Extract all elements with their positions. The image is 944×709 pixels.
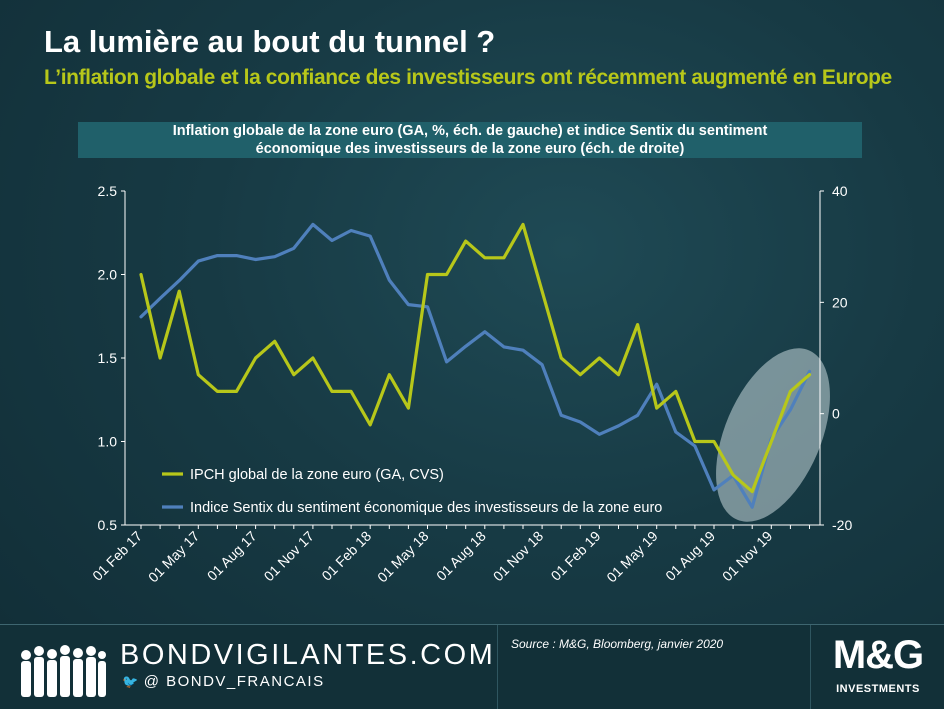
mg-logo-text: M&G <box>832 633 924 677</box>
page-title: La lumière au bout du tunnel ? <box>44 24 496 59</box>
y-right-tick-label: 20 <box>832 294 848 310</box>
y-left-tick-label: 1.5 <box>98 350 118 366</box>
series-line-sentix <box>139 222 812 509</box>
page-subtitle: L’inflation globale et la confiance des … <box>44 66 892 89</box>
y-right-tick-label: -20 <box>832 517 852 533</box>
x-tick-label: 01 Feb 19 <box>548 528 604 584</box>
y-left-tick-label: 2.5 <box>98 183 118 199</box>
x-tick-label: 01 Nov 19 <box>719 528 776 585</box>
twitter-handle: 🐦 @ BONDV_FRANCAIS <box>122 673 325 690</box>
y-right-tick-label: 40 <box>832 183 848 199</box>
series-line-inflation <box>139 222 812 494</box>
x-tick-label: 01 May 17 <box>145 528 203 586</box>
x-tick-label: 01 Nov 17 <box>261 528 318 585</box>
y-left-tick-label: 2.0 <box>98 267 118 283</box>
x-tick-label: 01 Aug 19 <box>662 528 718 584</box>
x-tick-label: 01 May 19 <box>603 528 661 586</box>
footer: BONDVIGILANTES.COM 🐦 @ BONDV_FRANCAIS Sou… <box>0 624 944 709</box>
legend-label: IPCH global de la zone euro (GA, CVS) <box>190 467 444 483</box>
footer-divider-2 <box>810 625 811 709</box>
brand-name: BONDVIGILANTES.COM <box>120 639 496 671</box>
y-left-tick-label: 0.5 <box>98 517 118 533</box>
x-tick-label: 01 Aug 18 <box>433 528 489 584</box>
y-right-tick-label: 0 <box>832 406 840 422</box>
footer-divider <box>497 625 498 709</box>
y-left-tick-label: 1.0 <box>98 434 118 450</box>
chart-legend: IPCH global de la zone euro (GA, CVS) Ind… <box>162 467 662 516</box>
x-tick-label: 01 Aug 17 <box>204 528 260 584</box>
x-tick-label: 01 May 18 <box>374 528 432 586</box>
chart-title-line-2: économique des investisseurs de la zone … <box>255 141 685 157</box>
x-tick-label: 01 Feb 18 <box>318 528 374 584</box>
legend-label: Indice Sentix du sentiment économique de… <box>190 500 662 516</box>
people-silhouettes-icon <box>21 645 106 697</box>
source-note: Source : M&G, Bloomberg, janvier 2020 <box>511 637 724 651</box>
x-tick-label: 01 Nov 18 <box>490 528 547 585</box>
series-layer <box>139 222 812 509</box>
mg-logo: M&G INVESTMENTS <box>823 633 933 705</box>
chart-title-line-1: Inflation globale de la zone euro (GA, %… <box>172 123 768 139</box>
twitter-handle-text: @ BONDV_FRANCAIS <box>143 673 325 690</box>
x-tick-label: 01 Feb 17 <box>89 528 145 584</box>
twitter-bird-icon: 🐦 <box>122 674 140 689</box>
mg-logo-subtitle: INVESTMENTS <box>836 683 920 695</box>
chart-title-box: Inflation globale de la zone euro (GA, %… <box>78 122 862 158</box>
